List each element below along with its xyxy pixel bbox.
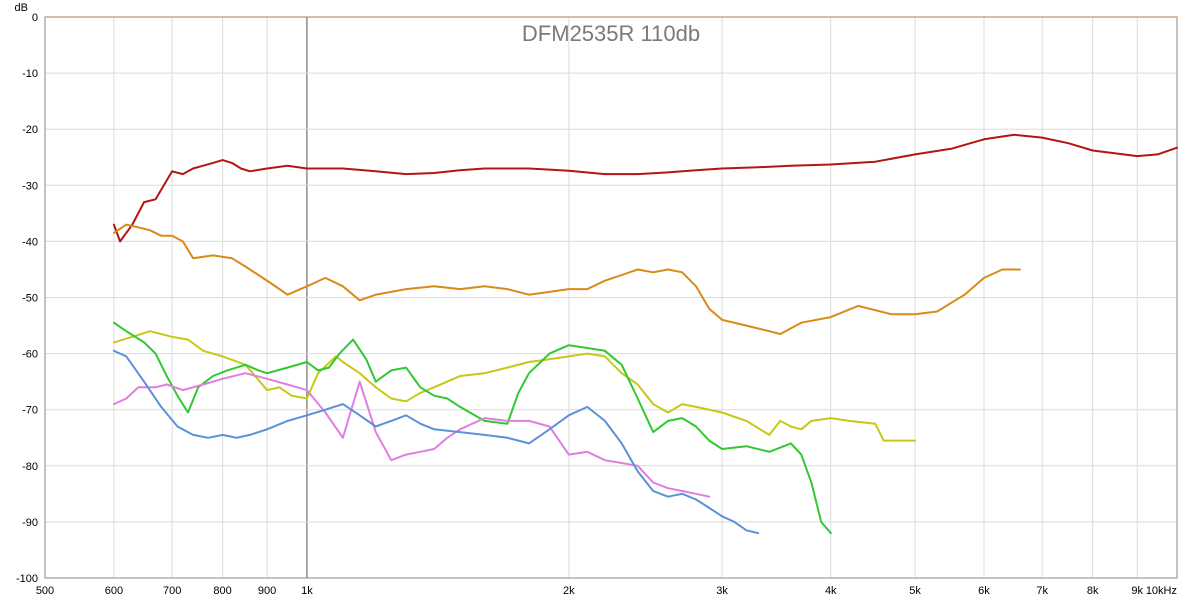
series-line-3 — [112, 321, 832, 535]
y-tick-label-10: -100 — [16, 573, 38, 585]
x-tick-label-8: 4k — [825, 585, 837, 597]
x-tick-label-5: 1k — [301, 585, 313, 597]
y-tick-label-1: -10 — [22, 68, 38, 80]
series-line-4 — [112, 372, 711, 498]
x-tick-label-1: 600 — [105, 585, 123, 597]
y-tick-label-8: -80 — [22, 461, 38, 473]
series-line-0 — [112, 133, 1178, 243]
x-tick-label-12: 8k — [1087, 585, 1099, 597]
y-tick-label-3: -30 — [22, 180, 38, 192]
series-line-2 — [112, 330, 917, 442]
x-tick-label-14: 10kHz — [1146, 585, 1177, 597]
grid — [44, 16, 1178, 579]
tick-labels: 500 600 700 800 900 1k 2k 3k 4k 5k 6k 7k 8k 9k 10kHz 0 -… — [16, 12, 1177, 597]
x-tick-label-4: 900 — [258, 585, 276, 597]
y-tick-label-5: -50 — [22, 293, 38, 305]
x-tick-label-2: 700 — [163, 585, 181, 597]
y-tick-label-6: -60 — [22, 349, 38, 361]
y-axis-label: dB — [15, 2, 28, 14]
series-line-5 — [112, 349, 760, 535]
chart-title: DFM2535R 110db — [522, 21, 700, 46]
y-tick-label-4: -40 — [22, 236, 38, 248]
series-layer — [112, 133, 1178, 535]
y-tick-label-2: -20 — [22, 124, 38, 136]
x-tick-label-10: 6k — [978, 585, 990, 597]
x-tick-label-11: 7k — [1036, 585, 1048, 597]
y-tick-label-7: -70 — [22, 405, 38, 417]
x-tick-label-3: 800 — [213, 585, 231, 597]
x-tick-label-6: 2k — [563, 585, 575, 597]
x-tick-label-13: 9k — [1131, 585, 1143, 597]
x-tick-label-9: 5k — [909, 585, 921, 597]
series-line-1 — [112, 223, 1021, 335]
y-tick-label-0: 0 — [32, 12, 38, 24]
y-tick-label-9: -90 — [22, 517, 38, 529]
x-tick-label-7: 3k — [716, 585, 728, 597]
x-tick-label-0: 500 — [36, 585, 54, 597]
